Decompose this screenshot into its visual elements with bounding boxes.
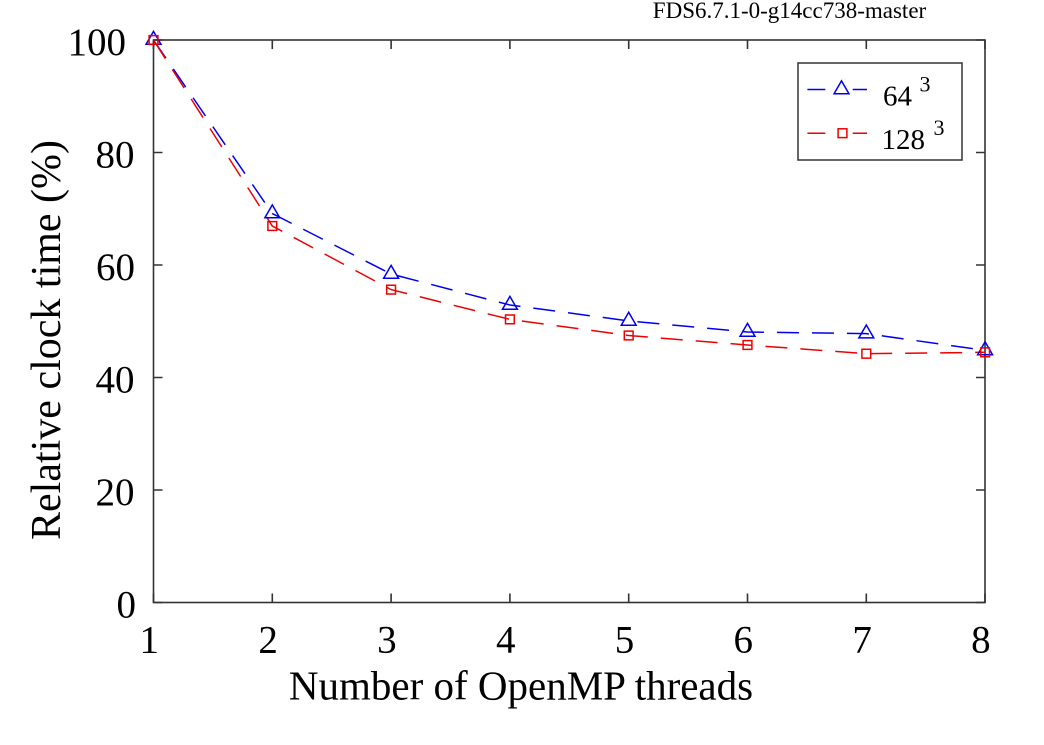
svg-text:4: 4 (496, 619, 516, 662)
svg-text:6: 6 (734, 619, 754, 662)
svg-text:7: 7 (852, 619, 872, 662)
svg-text:64: 64 (883, 81, 913, 113)
svg-text:2: 2 (258, 619, 278, 662)
svg-text:128: 128 (882, 124, 926, 156)
svg-text:40: 40 (96, 359, 135, 402)
svg-text:Number of OpenMP threads: Number of OpenMP threads (289, 663, 753, 709)
svg-text:0: 0 (117, 584, 137, 627)
svg-text:20: 20 (96, 471, 135, 514)
svg-text:100: 100 (68, 21, 127, 64)
svg-text:3: 3 (920, 72, 931, 97)
svg-text:8: 8 (971, 619, 991, 662)
svg-text:FDS6.7.1-0-g14cc738-master: FDS6.7.1-0-g14cc738-master (653, 0, 927, 23)
svg-text:60: 60 (96, 246, 135, 289)
svg-text:3: 3 (377, 619, 397, 662)
svg-text:3: 3 (934, 115, 945, 140)
svg-text:5: 5 (615, 619, 635, 662)
svg-text:Relative clock time (%): Relative clock time (%) (24, 140, 70, 540)
svg-text:1: 1 (140, 619, 160, 662)
svg-text:80: 80 (96, 134, 135, 177)
